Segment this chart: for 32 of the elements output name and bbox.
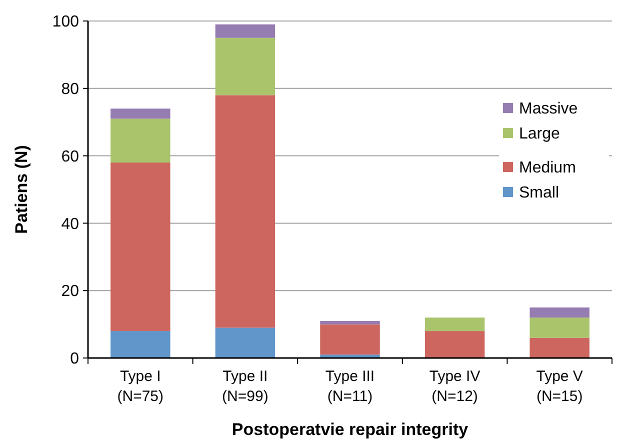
legend-label: Massive	[519, 100, 578, 118]
bar	[215, 24, 276, 38]
bar	[110, 108, 170, 119]
legend-label: Medium	[519, 160, 576, 177]
bar	[424, 331, 485, 358]
y-tick-label: 100	[52, 14, 80, 31]
x-tick-label: Type II (N=99)	[222, 368, 268, 405]
y-tick-label: 0	[70, 350, 80, 368]
bar	[530, 318, 590, 338]
bar	[110, 162, 170, 332]
x-tick-label: Type III (N=11)	[325, 368, 375, 405]
bar	[110, 331, 170, 358]
bar	[110, 118, 170, 163]
bar	[215, 38, 276, 96]
bar	[320, 320, 380, 324]
bar	[530, 338, 590, 358]
x-axis-title: Postoperatvie repair integrity	[232, 420, 469, 439]
x-tick-label: Type I (N=75)	[117, 368, 164, 405]
bar	[530, 307, 590, 318]
y-tick-label: 80	[61, 81, 80, 98]
x-tick-label: Type V (N=15)	[536, 368, 583, 405]
legend-label: Large	[519, 126, 560, 143]
bar	[215, 95, 276, 328]
y-tick-label: 60	[61, 148, 80, 166]
bar	[215, 328, 276, 358]
y-tick-label: 20	[61, 283, 80, 300]
x-tick-label: Type IV (N=12)	[429, 368, 480, 405]
y-tick-label: 40	[61, 216, 80, 233]
bar	[424, 318, 485, 332]
legend-label: Small	[519, 184, 560, 202]
y-axis-title: Patiens (N)	[12, 145, 31, 234]
bar	[320, 324, 380, 355]
